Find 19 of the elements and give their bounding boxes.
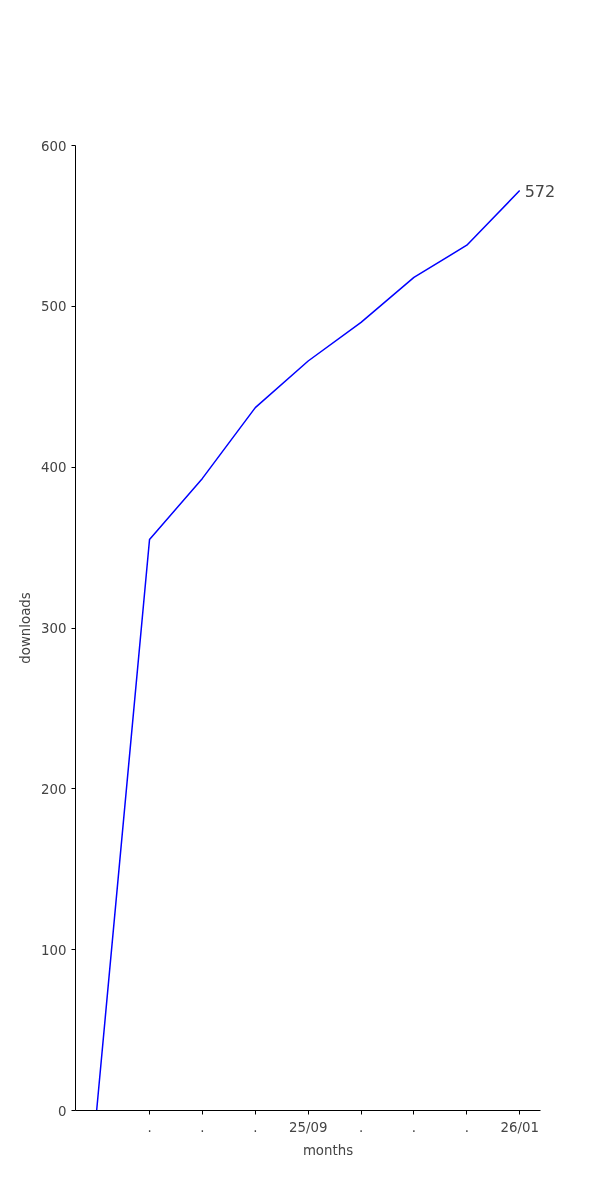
x-tick-label: . — [200, 1119, 205, 1135]
x-tick-label: . — [411, 1119, 417, 1135]
y-tick-label: 600 — [41, 138, 67, 154]
x-tick-label: 25/09 — [288, 1119, 328, 1135]
x-tick-label: 26/01 — [500, 1119, 539, 1135]
y-tick-label: 300 — [41, 621, 67, 636]
x-tick-label: . — [253, 1119, 258, 1135]
annotation: 572 — [524, 181, 556, 201]
line-series — [95, 189, 521, 1111]
y-tick-label: 200 — [41, 781, 67, 797]
y-tick-label: 0 — [58, 1103, 67, 1119]
x-tick-label: . — [464, 1119, 469, 1135]
x-tick-label: . — [358, 1119, 364, 1135]
x-axis-title: months — [302, 1142, 354, 1158]
x-tick-label: . — [147, 1119, 152, 1135]
y-tick-label: 100 — [41, 942, 67, 958]
y-tick-label: 400 — [41, 460, 67, 476]
y-axis-title: downloads — [18, 592, 34, 664]
y-tick-label: 500 — [41, 299, 67, 315]
